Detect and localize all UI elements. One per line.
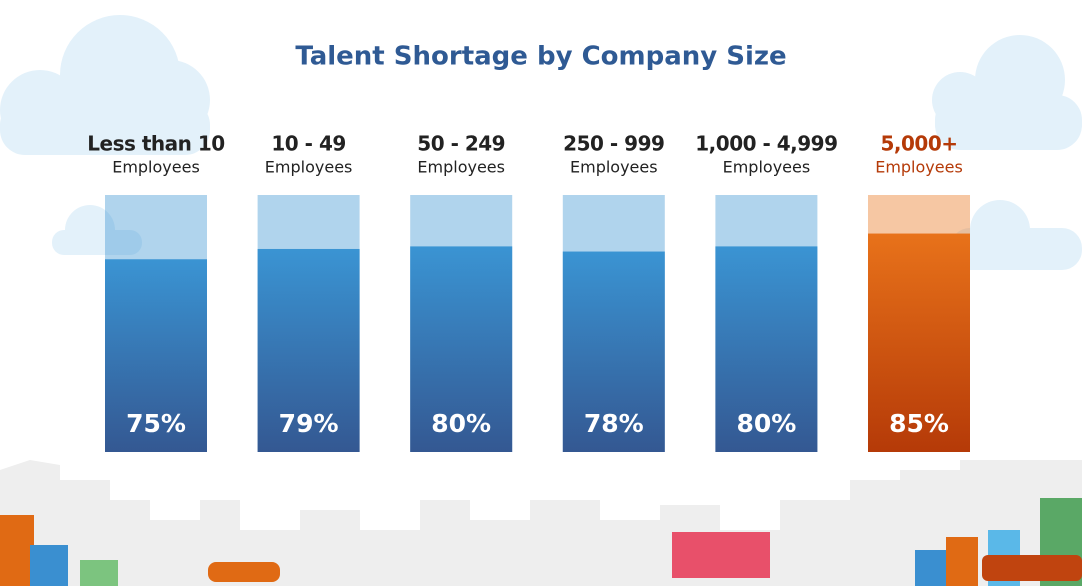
category-label: 50 - 249 xyxy=(417,132,505,156)
category-sublabel: Employees xyxy=(875,158,963,177)
skyline xyxy=(0,460,1082,586)
value-label: 80% xyxy=(431,409,491,438)
value-label: 78% xyxy=(584,409,644,438)
value-label: 75% xyxy=(126,409,186,438)
bar xyxy=(410,246,513,452)
category-label: Less than 10 xyxy=(87,132,224,156)
category-sublabel: Employees xyxy=(570,158,658,177)
category-label: 10 - 49 xyxy=(271,132,345,156)
bar xyxy=(105,259,207,452)
category-sublabel: Employees xyxy=(265,158,353,177)
bar xyxy=(715,246,818,452)
value-label: 80% xyxy=(736,409,796,438)
value-label: 79% xyxy=(279,409,339,438)
decorations xyxy=(0,498,1082,586)
bar xyxy=(868,233,970,452)
value-label: 85% xyxy=(889,409,949,438)
category-label: 5,000+ xyxy=(880,132,957,156)
category-sublabel: Employees xyxy=(417,158,505,177)
background xyxy=(0,15,1082,270)
category-label: 1,000 - 4,999 xyxy=(695,132,837,156)
chart-title: Talent Shortage by Company Size xyxy=(295,42,786,72)
category-sublabel: Employees xyxy=(112,158,200,177)
category-sublabel: Employees xyxy=(723,158,811,177)
bar xyxy=(562,251,665,452)
category-label: 250 - 999 xyxy=(563,132,664,156)
bar xyxy=(257,248,360,452)
